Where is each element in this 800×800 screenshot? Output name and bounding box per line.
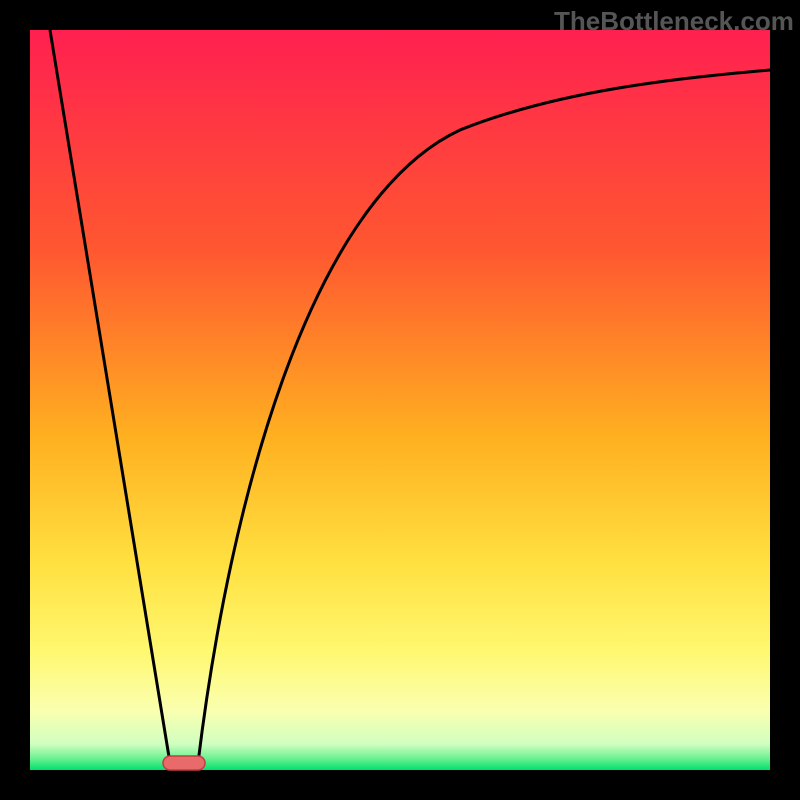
plot-area (30, 30, 770, 770)
chart-frame: TheBottleneck.com (0, 0, 800, 800)
watermark-text: TheBottleneck.com (554, 6, 794, 37)
bottleneck-marker (163, 756, 205, 770)
bottleneck-chart (0, 0, 800, 800)
